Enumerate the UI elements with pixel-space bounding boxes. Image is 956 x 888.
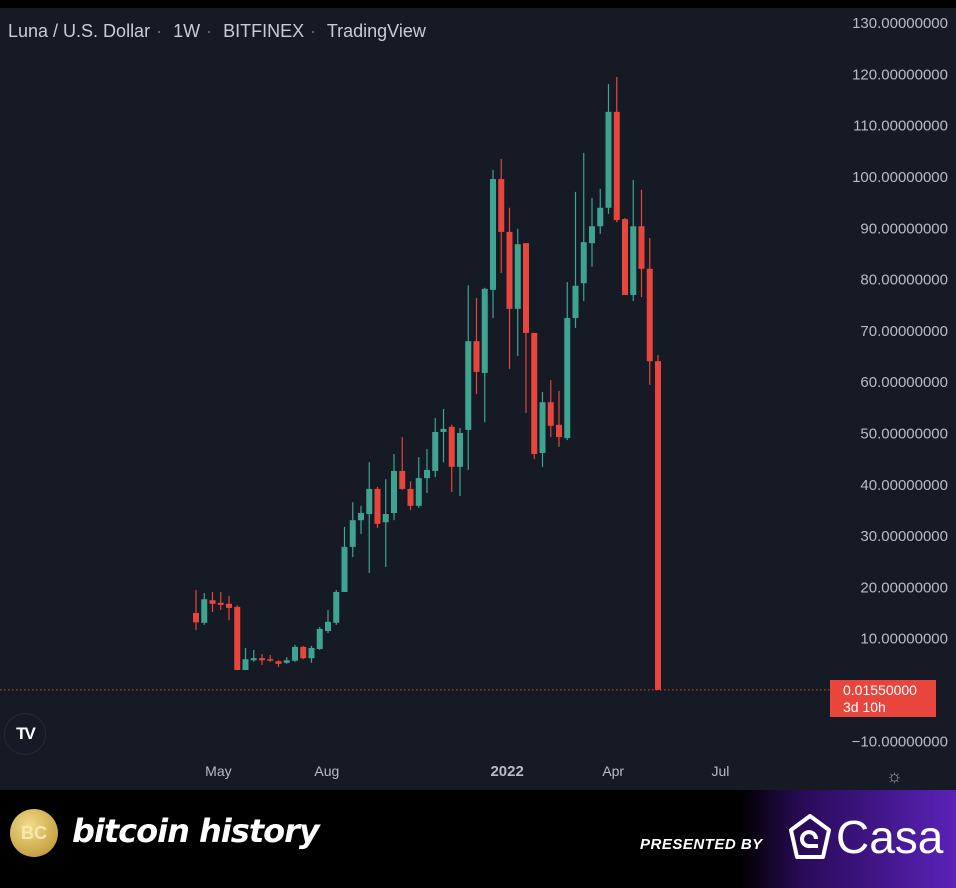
candle-body [539,402,546,453]
candle-body [646,268,653,362]
sponsor-background [740,790,956,888]
candle-body [523,243,529,333]
x-tick-label: Jul [712,763,730,779]
y-tick-label: 70.00000000 [860,323,948,340]
candle-body [193,613,199,623]
candle-body [424,469,430,479]
y-tick-label: 50.00000000 [860,426,948,443]
candle-body [655,361,661,690]
x-tick-label: May [205,763,231,779]
candle-body [234,606,241,670]
top-band [0,0,956,8]
candle-body [275,661,282,664]
candle-body [415,478,422,506]
candle-body [259,658,265,661]
presented-by-label: PRESENTED BY [640,836,763,853]
source: TradingView [326,21,426,41]
candle-body [300,646,307,659]
candle-body [506,231,513,309]
x-tick-label: Apr [602,763,624,779]
candle-body [217,602,224,605]
exchange: BITFINEX [223,21,305,41]
candle-body [308,647,315,659]
gear-icon[interactable]: ☼ [886,766,903,786]
y-tick-label: 60.00000000 [860,374,948,391]
candle-body [473,341,480,372]
casa-house-icon [789,814,831,859]
candle-body [547,402,554,426]
y-tick-label: −10.00000000 [852,733,948,750]
interval[interactable]: 1W [173,21,201,41]
candle-body [490,179,496,290]
candle-body [589,226,595,244]
tradingview-logo-icon[interactable]: TV [4,713,46,755]
candle-body [622,219,628,295]
y-tick-label: 30.00000000 [860,528,948,545]
candle-body [292,646,298,661]
candle-body [630,226,637,295]
candle-body [209,600,216,604]
bitcoin-history-logo: BC [10,809,58,857]
candle-body [333,592,340,623]
chart-title-bar: Luna / U.S. Dollar · 1W · BITFINEX · Tradin… [8,21,426,41]
candle-body [580,242,587,284]
candle-body [407,488,414,506]
y-tick-label: 20.00000000 [860,579,948,596]
candle-body [250,658,257,661]
candle-body [341,546,348,593]
candle-body [465,341,472,430]
candle-body [556,424,562,438]
y-tick-label: 110.00000000 [853,118,948,135]
candle-body [440,428,447,432]
candle-body [448,426,455,467]
candle-body [242,659,249,670]
candle-body [597,207,604,227]
candle-body [382,514,389,523]
bar-countdown: 3d 10h [843,699,886,715]
candle-body [366,488,373,515]
y-tick-label: 130.00000000 [852,15,948,32]
candle-body [457,432,463,467]
y-tick-label: 100.00000000 [852,169,948,186]
candle-body [531,332,538,455]
candle-body [605,111,612,208]
candle-body [514,244,521,309]
candle-body [316,628,323,649]
candle-body [391,470,397,514]
sponsor-name: Casa [836,811,944,863]
candle-body [399,470,406,489]
candle-body [638,226,645,269]
footer-banner: BC bitcoin history PRESENTED BY Casa [0,790,956,888]
candlestick-plot[interactable]: 130.00000000 120.00000000 110.00000000 100.… [0,8,956,790]
candle-body [201,599,208,623]
y-tick-label: 90.00000000 [860,220,948,237]
last-price-value: 0.01550000 [843,682,917,698]
chart-panel[interactable]: 130.00000000 120.00000000 110.00000000 100.… [0,8,956,790]
candle-body [374,488,381,524]
candle-body [283,660,290,663]
candle-body [432,431,439,471]
casa-logo: Casa [788,810,943,864]
candle-body [564,318,571,439]
y-tick-label: 40.00000000 [860,477,948,494]
candle-body [498,179,505,232]
candle-body [572,285,579,319]
candle-body [267,659,274,661]
symbol-name: Luna / U.S. Dollar [8,21,151,41]
x-tick-label: 2022 [490,763,523,780]
candle-body [358,513,364,521]
y-tick-label: 80.00000000 [860,272,948,289]
candle-body [613,111,620,221]
last-price-label: 0.01550000 3d 10h [830,680,936,717]
y-tick-label: 10.00000000 [860,631,948,648]
candle-body [349,520,356,547]
candle-body [481,288,488,373]
x-tick-label: Aug [314,763,339,779]
candle-body [226,603,232,608]
brand-name: bitcoin history [72,812,320,850]
candle-body [325,621,331,632]
y-tick-label: 120.00000000 [852,66,948,83]
